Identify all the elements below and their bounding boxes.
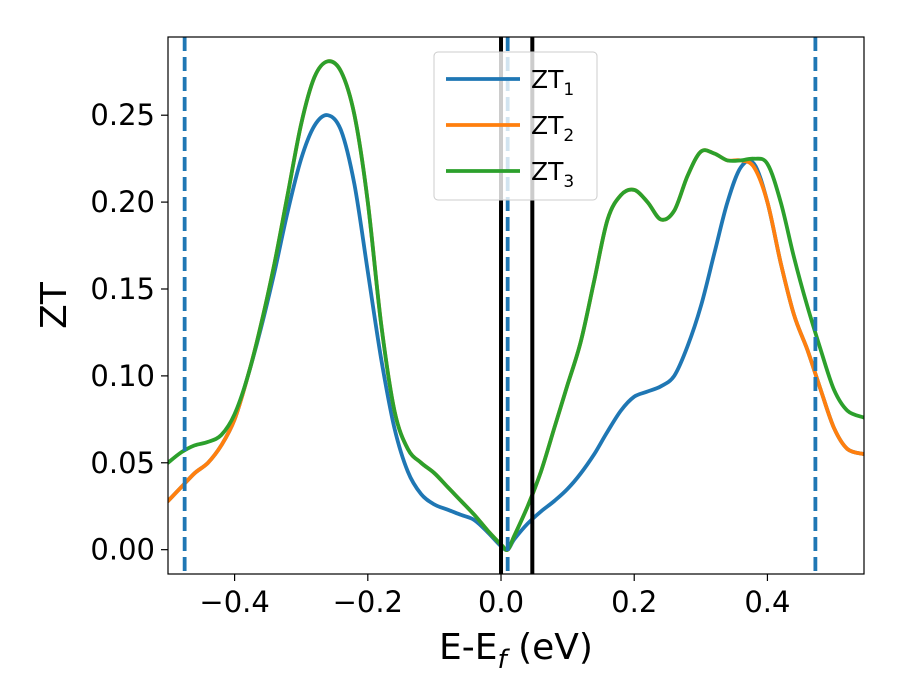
- legend-label: ZT1: [531, 65, 574, 100]
- legend-item-zt1: ZT1: [446, 65, 574, 100]
- x-axis-label-unit: (eV): [507, 627, 593, 668]
- x-tick-label: 0.2: [611, 585, 657, 619]
- x-axis-label-main: E-E: [439, 627, 497, 668]
- x-tick-label: −0.4: [199, 585, 269, 619]
- x-axis: −0.4 −0.2 0.0 0.2 0.4: [199, 574, 790, 619]
- y-tick-label: 0.10: [90, 359, 155, 393]
- y-tick-label: 0.20: [90, 185, 155, 219]
- legend-item-zt2: ZT2: [446, 111, 574, 146]
- x-tick-label: 0.0: [478, 585, 524, 619]
- legend: ZT1 ZT2 ZT3: [433, 51, 598, 201]
- axes-frame: [167, 36, 865, 575]
- y-axis: 0.00 0.05 0.10 0.15 0.20 0.25: [90, 98, 168, 567]
- y-tick-label: 0.25: [90, 98, 155, 132]
- x-tick-label: −0.2: [333, 585, 403, 619]
- legend-label: ZT3: [531, 157, 574, 192]
- y-tick-label: 0.05: [90, 446, 155, 480]
- legend-label: ZT2: [531, 111, 574, 146]
- x-tick-label: 0.4: [744, 585, 790, 619]
- y-tick-label: 0.00: [90, 533, 155, 567]
- legend-item-zt3: ZT3: [446, 157, 574, 192]
- x-axis-label: E-Ef (eV): [439, 627, 593, 675]
- y-tick-label: 0.15: [90, 272, 155, 306]
- y-axis-label: ZT: [34, 281, 75, 329]
